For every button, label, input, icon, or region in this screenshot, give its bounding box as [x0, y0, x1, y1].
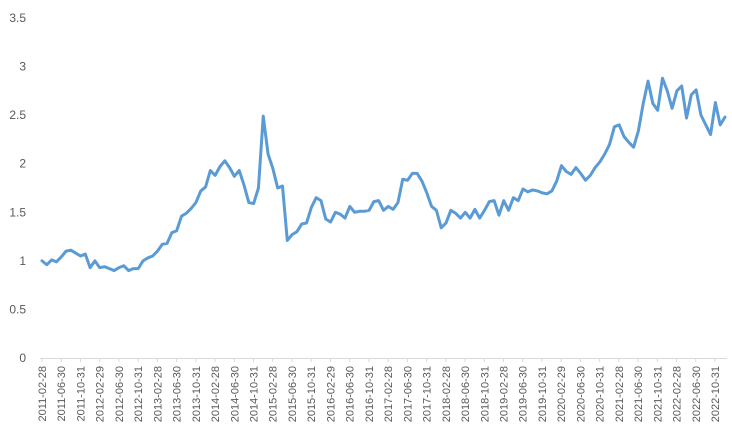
x-axis-tick-labels: 2011-02-28 2011-06-30 2011-10-31 2012-02-29… [37, 366, 722, 422]
x-tick-label: 2019-06-30 [518, 366, 530, 422]
series-line [40, 76, 727, 273]
x-tick-label: 2018-10-31 [479, 366, 491, 422]
x-tick-label: 2015-06-30 [287, 366, 299, 422]
y-tick-label: 3.5 [9, 11, 26, 25]
x-tick-label: 2018-06-30 [460, 366, 472, 422]
y-tick-label: 3 [19, 60, 26, 74]
y-tick-label: 2.5 [9, 108, 26, 122]
x-tick-label: 2016-06-30 [345, 366, 357, 422]
x-tick-label: 2013-02-28 [152, 366, 164, 422]
x-tick-label: 2014-10-31 [249, 366, 261, 422]
x-tick-label: 2022-10-31 [710, 366, 722, 422]
x-tick-label: 2016-02-29 [325, 366, 337, 422]
x-tick-label: 2017-10-31 [422, 366, 434, 422]
y-tick-label: 0 [19, 351, 26, 365]
x-tick-label: 2020-10-31 [595, 366, 607, 422]
y-tick-label: 1 [19, 254, 26, 268]
y-tick-label: 0.5 [9, 302, 26, 316]
x-tick-label: 2014-06-30 [229, 366, 241, 422]
x-tick-label: 2017-02-28 [383, 366, 395, 422]
x-tick-label: 2021-06-30 [633, 366, 645, 422]
x-tick-label: 2022-06-30 [691, 366, 703, 422]
x-tick-label: 2015-02-28 [268, 366, 280, 422]
x-tick-label: 2021-02-28 [614, 366, 626, 422]
x-tick-label: 2017-06-30 [402, 366, 414, 422]
x-tick-label: 2012-06-30 [114, 366, 126, 422]
x-tick-label: 2020-06-30 [575, 366, 587, 422]
x-tick-label: 2011-10-31 [75, 366, 87, 421]
x-tick-label: 2021-10-31 [652, 366, 664, 422]
x-tick-label: 2011-02-28 [37, 366, 49, 421]
x-axis-tickmarks [41, 358, 716, 362]
x-tick-label: 2011-06-30 [56, 366, 68, 421]
x-tick-label: 2019-02-28 [498, 366, 510, 422]
x-tick-label: 2013-06-30 [172, 366, 184, 422]
y-tick-label: 2 [19, 157, 26, 171]
x-tick-label: 2018-02-28 [441, 366, 453, 422]
y-tick-label: 1.5 [9, 205, 26, 219]
x-tick-label: 2014-02-28 [210, 366, 222, 422]
x-tick-label: 2019-10-31 [537, 366, 549, 422]
x-tick-label: 2015-10-31 [306, 366, 318, 422]
x-tick-label: 2012-02-29 [95, 366, 107, 422]
x-tick-label: 2013-10-31 [191, 366, 203, 422]
x-tick-label: 2012-10-31 [133, 366, 145, 422]
x-tick-label: 2020-02-29 [556, 366, 568, 422]
x-tick-label: 2016-10-31 [364, 366, 376, 422]
x-tick-label: 2022-02-28 [672, 366, 684, 422]
y-axis-ticks: 0 0.5 1 1.5 2 2.5 3 3.5 [9, 11, 26, 365]
